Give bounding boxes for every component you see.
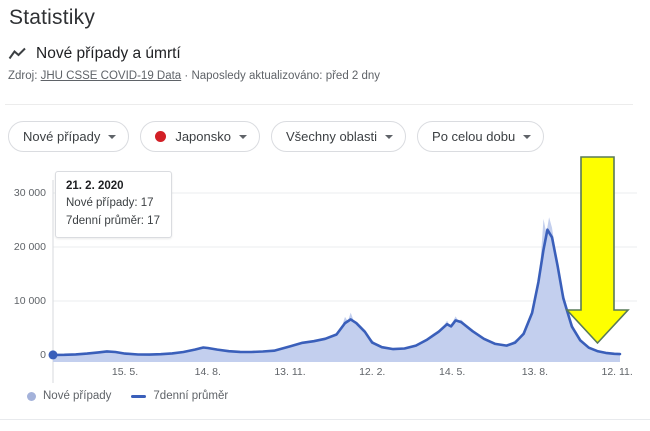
avg7-line: [51, 228, 622, 357]
chart-tooltip: 21. 2. 2020 Nové případy: 17 7denní průmě…: [55, 171, 172, 238]
tooltip-date: 21. 2. 2020: [66, 180, 124, 192]
source-updated: · Naposledy aktualizováno: před 2 dny: [184, 70, 381, 82]
source-line: Zdroj: JHU CSSE COVID-19 Data · Naposled…: [8, 70, 380, 82]
filter-chip-label: Po celou dobu: [432, 129, 516, 144]
divider: [5, 104, 633, 105]
filter-chip-region[interactable]: Všechny oblasti: [270, 121, 407, 152]
section-title: Nové případy a úmrtí: [36, 45, 181, 62]
filter-chip-label: Japonsko: [175, 129, 231, 144]
legend-item: 7denní průměr: [131, 390, 228, 402]
section-header: Nové případy a úmrtí: [8, 45, 181, 63]
chevron-down-icon: [385, 134, 394, 139]
filter-chips-row: Nové případy Japonsko Všechny oblasti Po ce…: [8, 121, 545, 152]
tooltip-rows: Nové případy: 17 7denní průměr: 17: [66, 195, 160, 230]
filter-chip-metric[interactable]: Nové případy: [8, 121, 130, 152]
source-link[interactable]: JHU CSSE COVID-19 Data: [40, 70, 182, 82]
x-axis-label: 12. 11.: [601, 366, 633, 378]
legend-item: Nové případy: [27, 390, 111, 402]
japan-flag-dot: [155, 131, 167, 142]
daily-cases-area: [53, 217, 620, 362]
filter-chip-label: Nové případy: [23, 129, 101, 144]
x-axis-label: 14. 5.: [439, 366, 466, 378]
y-axis-label: 20 000: [13, 241, 46, 253]
tooltip-row: 7denní průměr: 17: [66, 214, 160, 227]
source-prefix: Zdroj:: [8, 70, 38, 82]
x-axis-label: 13. 11.: [274, 366, 306, 378]
filter-chip-period[interactable]: Po celou dobu: [417, 121, 545, 152]
chart-legend: Nové případy 7denní průměr: [27, 390, 228, 402]
x-axis-label: 12. 2.: [359, 366, 386, 378]
y-axis-label: 0: [40, 349, 46, 361]
legend-line-swatch: [131, 394, 147, 398]
x-axis-label: 13. 8.: [521, 366, 549, 378]
legend-dot-swatch: [27, 391, 36, 401]
x-axis-label: 15. 5.: [111, 366, 139, 378]
tooltip-row: Nové případy: 17: [66, 197, 154, 210]
selected-point-dot: [48, 350, 58, 360]
chevron-down-icon: [523, 134, 532, 139]
line-chart-icon: [8, 47, 26, 60]
filter-chip-country[interactable]: Japonsko: [140, 121, 260, 152]
y-axis-label: 30 000: [13, 187, 46, 199]
page-title: Statistiky: [9, 6, 96, 29]
legend-label: Nové případy: [43, 390, 112, 402]
filter-chip-label: Všechny oblasti: [285, 129, 378, 144]
legend-label: 7denní průměr: [153, 390, 229, 402]
chevron-down-icon: [108, 134, 117, 139]
divider: [0, 419, 650, 420]
chevron-down-icon: [238, 134, 247, 139]
yellow-down-arrow-annotation: [565, 156, 630, 345]
y-axis-label: 10 000: [13, 295, 46, 307]
x-axis-label: 14. 8.: [194, 366, 221, 378]
